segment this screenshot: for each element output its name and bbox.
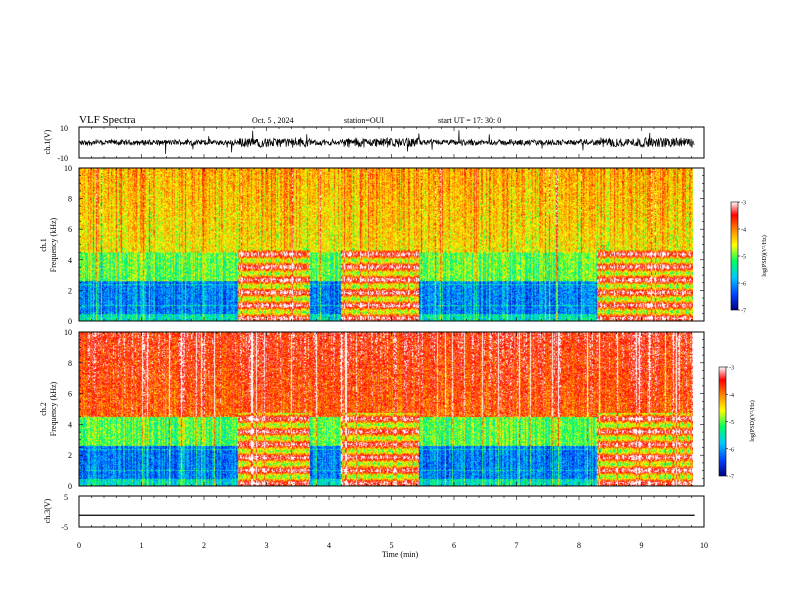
colorbar-tick-label: -4: [729, 393, 734, 399]
station-label: station=OUI: [344, 116, 384, 125]
frequency-tick-label: 4: [68, 420, 72, 429]
ch3-ytick-bottom: -5: [61, 523, 68, 532]
frequency-tick-label: 0: [68, 482, 72, 491]
frequency-tick-label: 6: [68, 390, 72, 399]
figure-title: VLF Spectra: [79, 114, 136, 126]
ch1-ylabel: ch.1(V): [43, 129, 52, 154]
colorbar-tick-label: -5: [729, 420, 734, 426]
time-tick-label: 2: [202, 541, 206, 550]
ch3-waveform-ticks: [78, 496, 705, 527]
ch1-spectrogram-ticks: [78, 167, 705, 322]
colorbar-tick-label: -7: [729, 475, 734, 481]
time-tick-label: 6: [452, 541, 456, 550]
ch2-spectrogram-image: [79, 332, 693, 486]
ch3-waveform-panel: 5 -5 ch.3(V) 0 1 2 3 4 5 6 7 8 9 10 Time (min): [43, 493, 708, 559]
ch3-ylabel: ch.3(V): [43, 498, 52, 523]
ch1-ytick-bottom: -10: [57, 154, 68, 163]
ch1-spectrogram-image: [79, 168, 693, 321]
time-tick-label: 0: [77, 541, 81, 550]
ch1-colorbar-label: log(PSD)(V²/Hz): [761, 235, 768, 276]
frequency-tick-label: 0: [68, 317, 72, 326]
colorbar-tick-label: -3: [729, 366, 734, 372]
ch1-ytick-top: 10: [60, 124, 68, 133]
ch1-waveform-line: [78, 130, 695, 154]
ch3-waveform-frame: [78, 495, 705, 528]
colorbar-tick-label: -4: [741, 228, 746, 234]
ch2-spec-ylabel-freq: Frequency (kHz): [49, 381, 58, 436]
ch1-spec-ylabel-freq: Frequency (kHz): [49, 217, 58, 272]
ch2-colorbar-ticks: -3 -4 -5 -6 -7: [726, 366, 734, 481]
ch1-colorbar-ticks: -3 -4 -5 -6 -7: [738, 201, 746, 315]
start-time-label: start UT = 17: 30: 0: [438, 116, 501, 125]
frequency-tick-label: 8: [68, 359, 72, 368]
frequency-tick-label: 8: [68, 195, 72, 204]
ch3-ytick-top: 5: [64, 493, 68, 502]
ch2-colorbar-label: log(PSD)(V²/Hz): [749, 400, 756, 441]
time-tick-label: 8: [577, 541, 581, 550]
ch2-spec-ylabel-ch: ch.2: [39, 402, 48, 416]
colorbar-tick-label: -7: [741, 309, 746, 315]
time-tick-label: 3: [265, 541, 269, 550]
time-tick-label: 5: [390, 541, 394, 550]
colorbar-tick-label: -5: [741, 255, 746, 261]
colorbar-tick-label: -6: [729, 447, 734, 453]
ch1-spec-ylabel-ch: ch.1: [39, 238, 48, 252]
frequency-tick-label: 4: [68, 256, 72, 265]
ch2-colorbar: [718, 366, 727, 477]
time-tick-label: 4: [327, 541, 331, 550]
ch1-waveform-trace: [78, 130, 695, 154]
ch1-waveform-panel: 10 -10 ch.1(V): [43, 124, 705, 163]
frequency-tick-label: 10: [64, 164, 72, 173]
frequency-tick-label: 2: [68, 286, 72, 295]
ch2-frequency-tick-labels: 0 2 4 6 8 10: [64, 328, 72, 491]
colorbar-tick-label: -6: [741, 282, 746, 288]
time-tick-label: 1: [140, 541, 144, 550]
ch1-waveform-ticks: [78, 127, 705, 158]
ch1-colorbar: [730, 201, 739, 311]
time-tick-label: 7: [515, 541, 519, 550]
time-tick-label: 9: [640, 541, 644, 550]
frequency-tick-label: 10: [64, 328, 72, 337]
ch2-spectrogram-ticks: [78, 331, 705, 487]
ch1-frequency-tick-labels: 0 2 4 6 8 10: [64, 164, 72, 326]
frequency-tick-label: 6: [68, 225, 72, 234]
frequency-tick-label: 2: [68, 451, 72, 460]
time-axis-label: Time (min): [382, 550, 419, 559]
colorbar-tick-label: -3: [741, 201, 746, 207]
time-axis-tick-labels: 0 1 2 3 4 5 6 7 8 9 10: [77, 541, 708, 550]
time-tick-label: 10: [700, 541, 708, 550]
date-label: Oct. 5 , 2024: [252, 116, 294, 125]
